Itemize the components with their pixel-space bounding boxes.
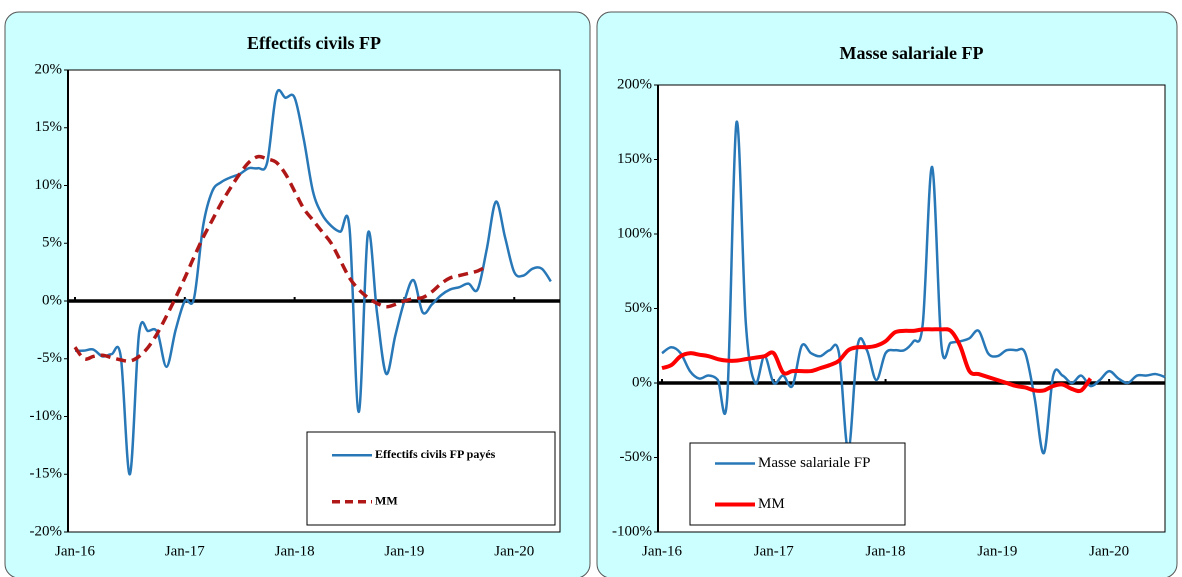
series-line [73, 154, 488, 363]
y-tick-label: 100% [617, 225, 652, 241]
series-line [661, 120, 1166, 455]
chart-title: Effectifs civils FP [247, 33, 381, 53]
y-tick-label: 150% [617, 151, 652, 167]
legend-label: Masse salariale FP [758, 455, 870, 471]
y-tick-label: -50% [620, 449, 653, 465]
y-tick-label: 15% [35, 119, 63, 135]
y-tick-label: 50% [625, 300, 653, 316]
y-tick-label: -5% [37, 350, 62, 366]
x-tick-label: Jan-20 [494, 543, 534, 559]
y-tick-label: 200% [617, 76, 652, 92]
legend-box [689, 442, 906, 526]
series-line [661, 327, 1093, 394]
y-tick-label: 0% [632, 374, 652, 390]
y-tick-label: 0% [42, 292, 62, 308]
chart-title: Masse salariale FP [840, 43, 984, 63]
x-tick-label: Jan-18 [866, 543, 906, 559]
x-tick-label: Jan-20 [1089, 543, 1129, 559]
y-tick-label: -15% [30, 466, 63, 482]
y-tick-label: -10% [30, 408, 63, 424]
legend-box [306, 431, 556, 526]
legend-label: MM [758, 496, 785, 512]
legend-label: MM [375, 494, 398, 508]
legend-label: Effectifs civils FP payés [375, 447, 496, 461]
x-tick-label: Jan-18 [275, 543, 315, 559]
x-tick-label: Jan-17 [754, 543, 794, 559]
y-tick-label: -20% [30, 523, 63, 539]
y-tick-label: -100% [612, 523, 652, 539]
y-tick-label: 20% [35, 61, 63, 77]
x-tick-label: Jan-16 [55, 543, 95, 559]
y-tick-label: 5% [42, 235, 62, 251]
x-tick-label: Jan-19 [384, 543, 424, 559]
x-tick-label: Jan-17 [165, 543, 205, 559]
x-tick-label: Jan-16 [642, 543, 682, 559]
y-tick-label: 10% [35, 177, 63, 193]
x-tick-label: Jan-19 [977, 543, 1017, 559]
series-line [74, 88, 552, 476]
